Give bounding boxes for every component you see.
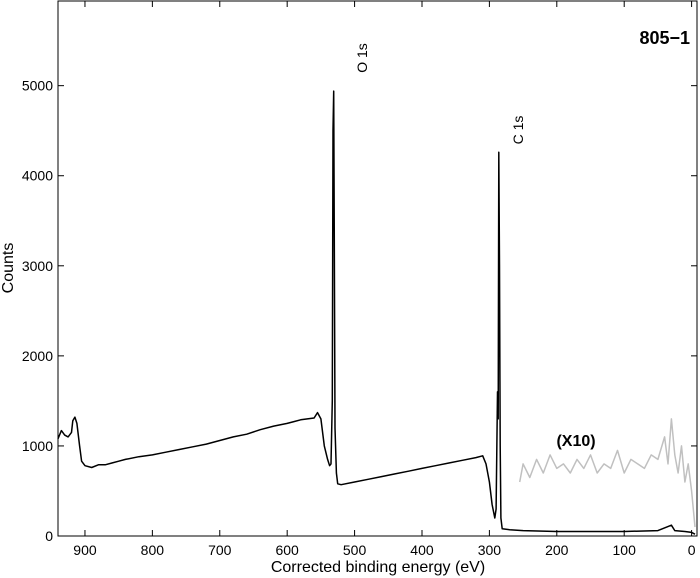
y-tick-label: 4000 <box>22 168 53 184</box>
chart-title: 805−1 <box>639 28 690 48</box>
y-tick-label: 0 <box>45 528 53 544</box>
y-tick-label: 5000 <box>22 78 53 94</box>
x-tick-label: 300 <box>478 542 502 558</box>
x-axis-label: Corrected binding energy (eV) <box>271 559 485 576</box>
x-tick-label: 400 <box>410 542 434 558</box>
legend-label: (X10) <box>556 433 595 450</box>
x-tick-label: 600 <box>275 542 299 558</box>
plot-frame <box>57 0 698 537</box>
x-tick-label: 0 <box>688 542 696 558</box>
peak-label: C 1s <box>510 116 526 145</box>
spectrum-line <box>518 418 696 528</box>
peak-label: O 1s <box>354 43 370 73</box>
x-tick-label: 100 <box>613 542 637 558</box>
y-tick-label: 3000 <box>22 258 53 274</box>
y-tick-label: 2000 <box>22 348 53 364</box>
spectrum-line <box>57 90 696 535</box>
x-tick-label: 700 <box>208 542 232 558</box>
x-tick-label: 800 <box>141 542 165 558</box>
x-tick-label: 200 <box>545 542 569 558</box>
y-tick-label: 1000 <box>22 438 53 454</box>
y-axis-label: Counts <box>0 243 17 294</box>
x-tick-label: 500 <box>343 542 367 558</box>
x-tick-label: 900 <box>73 542 97 558</box>
